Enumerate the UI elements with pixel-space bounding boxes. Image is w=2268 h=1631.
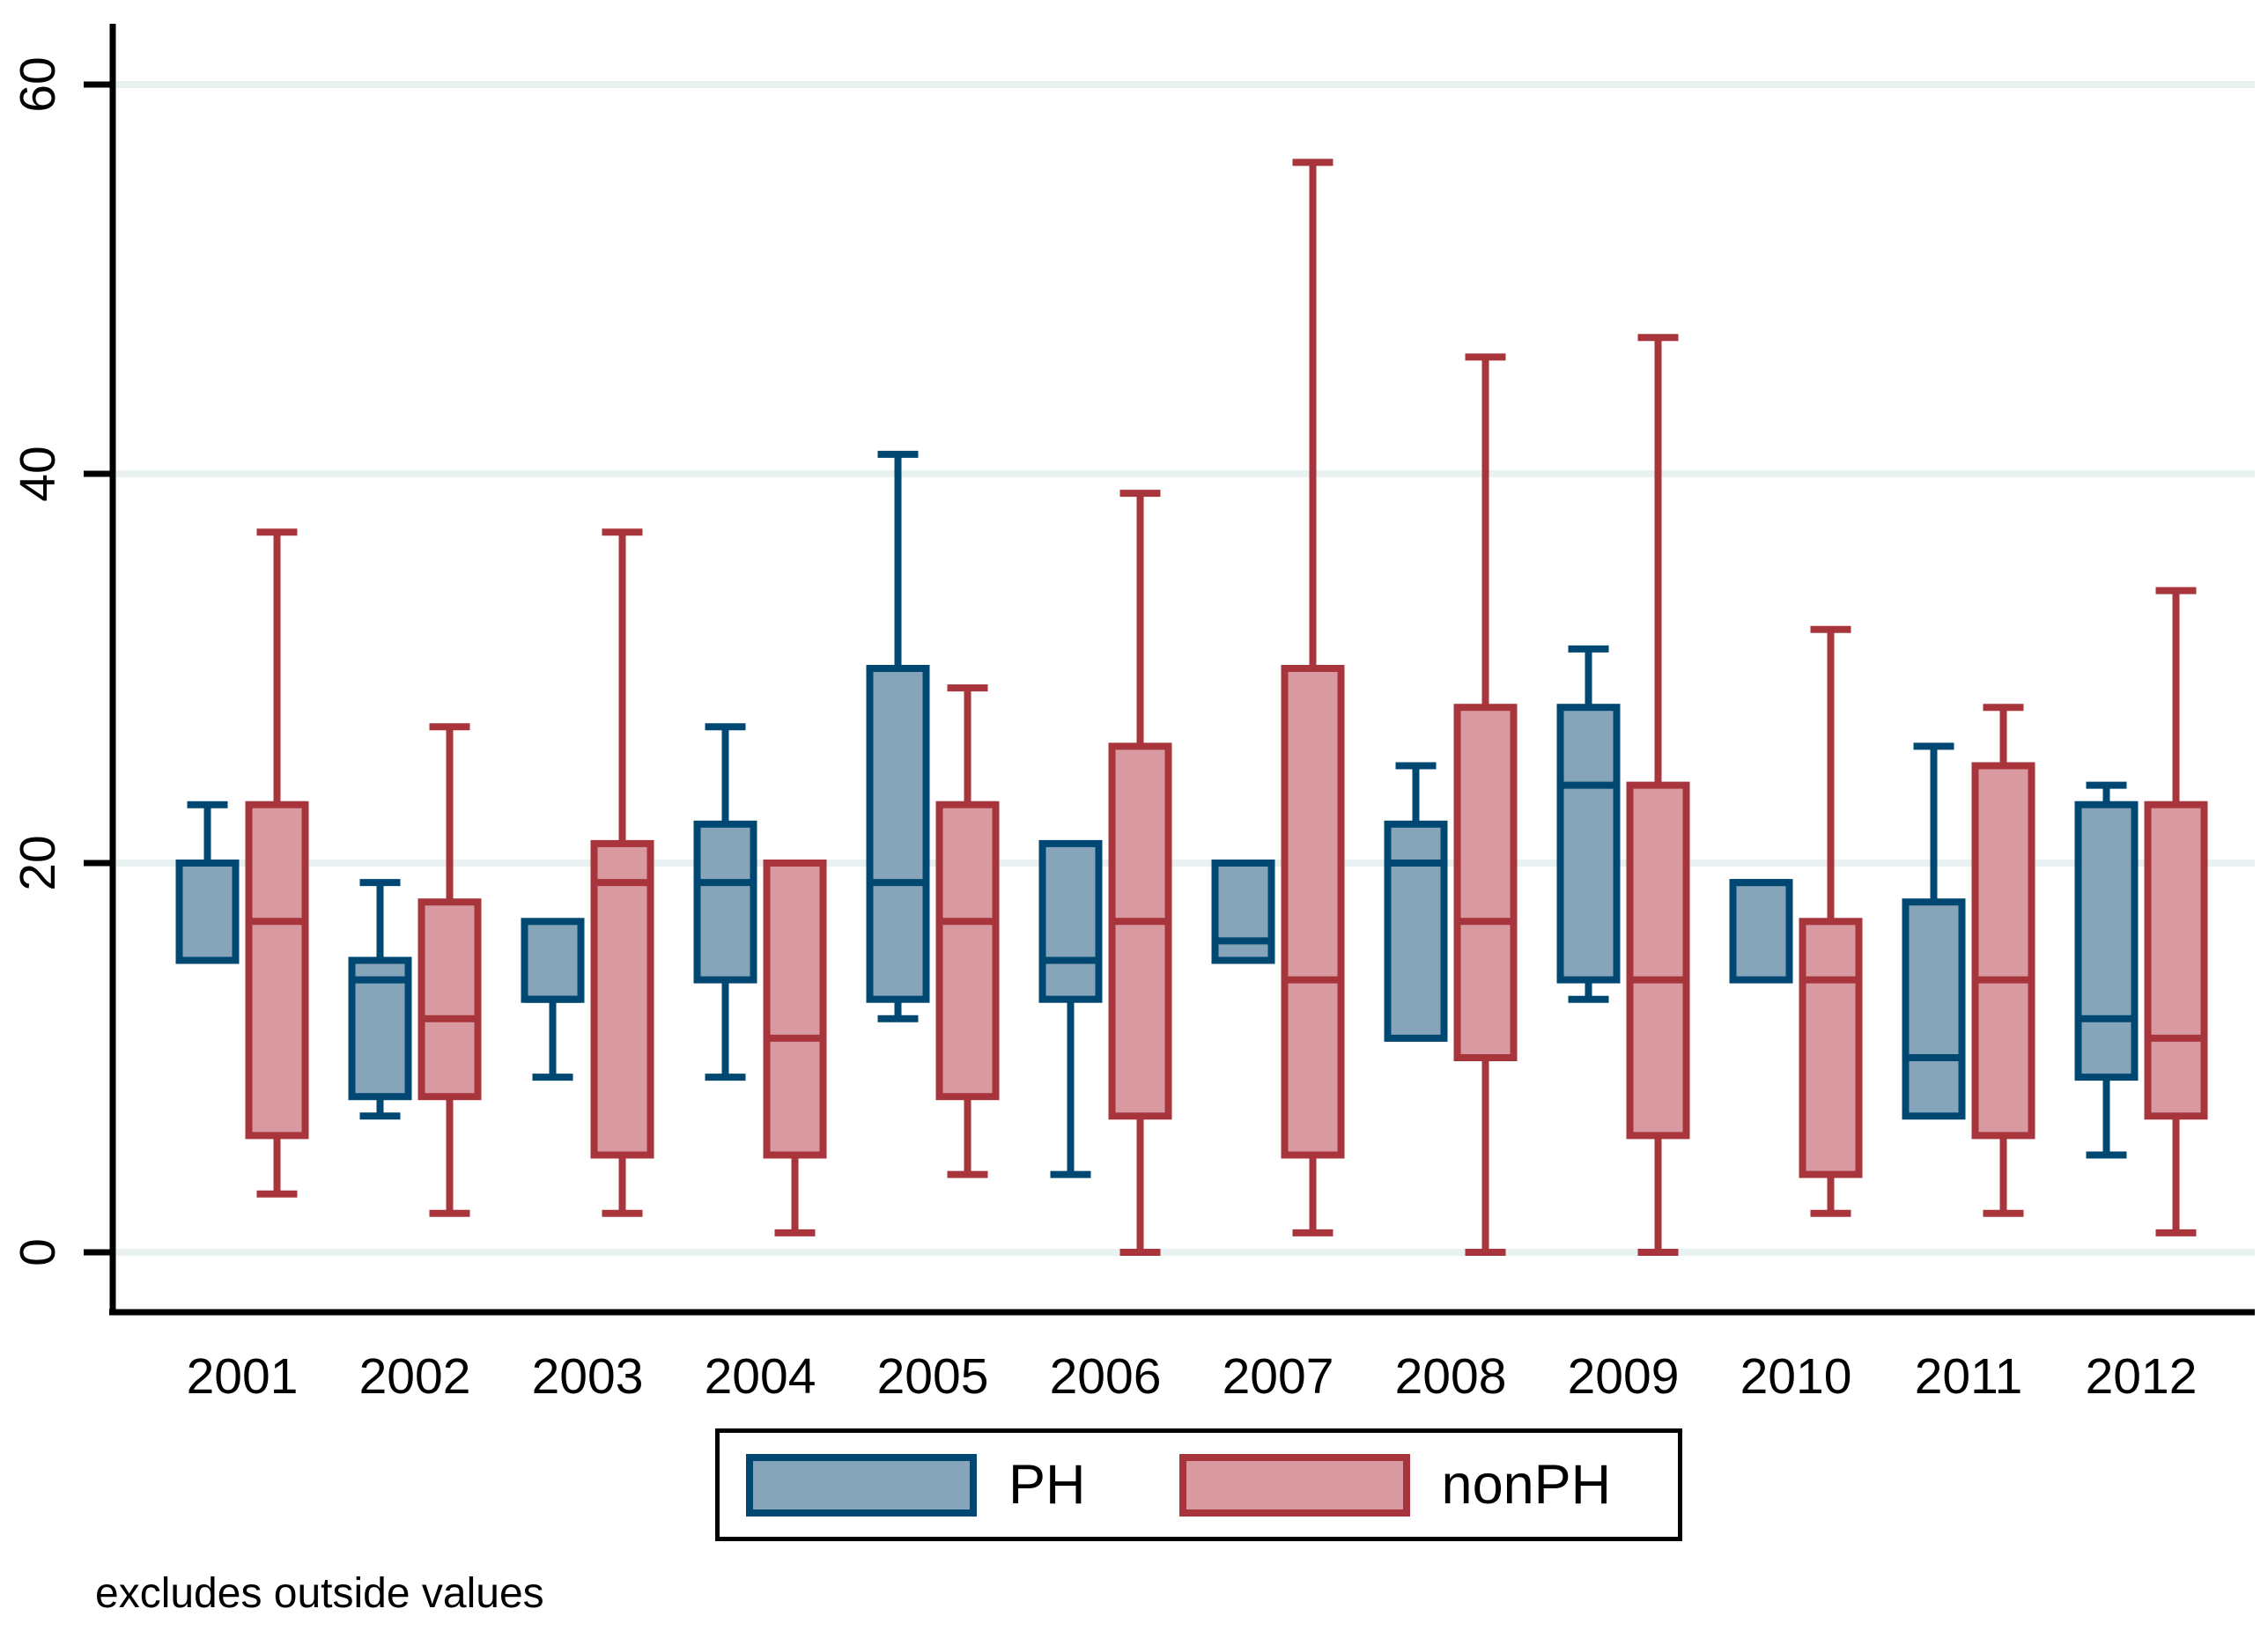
box-nonPH-2009 [1626,781,1690,1140]
box-PH-2007 [1211,860,1275,964]
legend-entry-ph: PH [746,1453,1086,1517]
x-label-2006: 2006 [1050,1348,1162,1405]
x-label-2004: 2004 [705,1348,816,1405]
box-nonPH-2008 [1453,704,1518,1061]
box-PH-2004 [693,820,757,984]
legend-label-nonph: nonPH [1441,1453,1612,1516]
y-tick-label-0: 0 [10,1238,66,1266]
box-PH-2006 [1038,839,1103,1003]
chart-footnote: excludes outside values [95,1570,544,1617]
box-PH-2011 [1902,898,1966,1120]
box-nonPH-2004 [763,860,827,1159]
x-label-2011: 2011 [1915,1348,2023,1405]
y-tick-label-40: 40 [10,446,66,501]
box-nonPH-2001 [245,801,309,1140]
box-PH-2008 [1384,820,1448,1042]
x-label-2008: 2008 [1395,1348,1507,1405]
legend-label-ph: PH [1008,1453,1086,1516]
x-label-2010: 2010 [1740,1348,1852,1405]
box-PH-2003 [521,918,585,1003]
box-nonPH-2003 [590,839,654,1159]
box-PH-2012 [2074,801,2139,1081]
y-tick-label-20: 20 [10,835,66,890]
box-PH-2001 [175,860,240,964]
x-label-2005: 2005 [877,1348,989,1405]
box-nonPH-2010 [1799,918,1863,1178]
box-nonPH-2005 [935,801,1000,1101]
box-nonPH-2007 [1281,665,1345,1159]
box-PH-2010 [1729,879,1793,984]
y-tick-label-60: 60 [10,56,66,112]
box-nonPH-2006 [1108,742,1172,1120]
legend-swatch-nonph [1178,1453,1410,1517]
legend-entry-nonph: nonPH [1178,1453,1612,1517]
box-PH-2005 [866,665,930,1003]
box-nonPH-2002 [417,898,482,1101]
x-label-2001: 2001 [187,1348,299,1405]
box-PH-2009 [1556,704,1621,984]
x-label-2002: 2002 [359,1348,471,1405]
x-label-2009: 2009 [1568,1348,1680,1405]
x-label-2012: 2012 [2086,1348,2198,1405]
legend-swatch-ph [746,1453,977,1517]
legend-box: PH nonPH [715,1428,1682,1541]
x-label-2007: 2007 [1223,1348,1334,1405]
box-nonPH-2012 [2144,801,2208,1120]
x-label-2003: 2003 [532,1348,644,1405]
box-nonPH-2011 [1971,762,2035,1140]
